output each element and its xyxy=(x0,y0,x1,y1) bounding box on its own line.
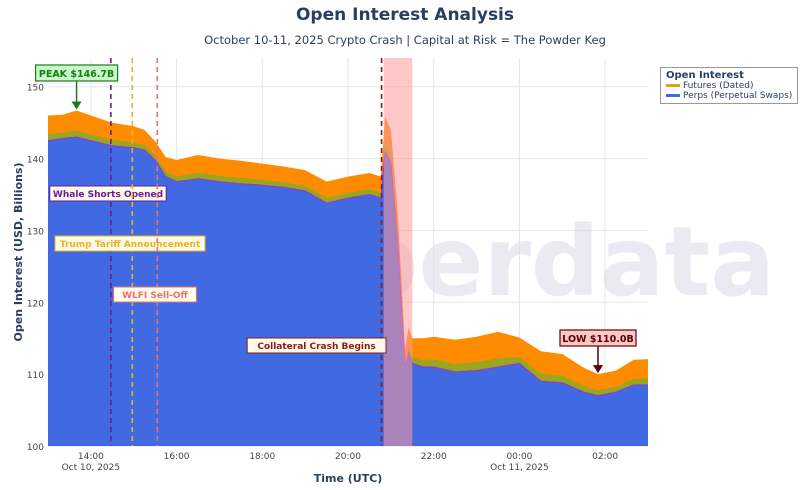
x-tick-label: 20:00 xyxy=(335,452,361,462)
perps-area xyxy=(48,137,648,446)
y-tick-label: 130 xyxy=(27,227,44,237)
legend-title: Open Interest xyxy=(666,70,744,81)
annotation-box xyxy=(559,329,637,347)
legend-label: Perps (Perpetual Swaps) xyxy=(683,91,793,101)
low-annotation: LOW $110.0B xyxy=(562,334,633,345)
y-axis-title: Open Interest (USD, Billions) xyxy=(12,163,25,342)
x-tick-sublabel: Oct 11, 2025 xyxy=(490,463,549,473)
legend-swatch xyxy=(666,94,680,97)
annotation-arrowhead-icon xyxy=(71,101,82,110)
x-tick-label: 16:00 xyxy=(164,452,190,462)
perps-line xyxy=(47,136,648,397)
legend-swatch xyxy=(666,84,680,87)
event-label-box xyxy=(49,185,167,202)
y-tick-label: 120 xyxy=(27,299,44,309)
event-label: WLFI Sell-Off xyxy=(122,291,188,301)
y-tick-label: 100 xyxy=(27,443,44,453)
legend-label: Futures (Dated) xyxy=(683,81,754,91)
event-label-box xyxy=(246,337,387,354)
legend-item-perps[interactable]: Perps (Perpetual Swaps) xyxy=(666,91,792,101)
event-label-box xyxy=(54,235,206,252)
x-tick-label: 14:00 xyxy=(78,452,104,462)
event-label-box xyxy=(113,286,197,303)
event-label: Trump Tariff Announcement xyxy=(60,240,201,250)
peak-annotation: PEAK $146.7B xyxy=(39,69,114,80)
event-label: Collateral Crash Begins xyxy=(257,342,375,352)
x-tick-label: 22:00 xyxy=(421,452,447,462)
chart-subtitle: October 10-11, 2025 Crypto Crash | Capit… xyxy=(204,33,606,47)
x-tick-label: 02:00 xyxy=(592,452,618,462)
y-tick-label: 110 xyxy=(27,371,44,381)
x-tick-label: 00:00 xyxy=(506,452,532,462)
legend-item-futures[interactable]: Futures (Dated) xyxy=(666,81,792,91)
x-tick-sublabel: Oct 10, 2025 xyxy=(62,463,121,473)
crash-shaded-region xyxy=(383,58,413,446)
event-label: Whale Shorts Opened xyxy=(53,190,163,200)
legend[interactable]: Open Interest Futures (Dated) Perps (Per… xyxy=(660,67,799,104)
y-tick-label: 140 xyxy=(27,156,44,166)
x-tick-label: 18:00 xyxy=(249,452,275,462)
x-axis-title: Time (UTC) xyxy=(314,472,383,485)
annotation-arrowhead-icon xyxy=(593,365,603,374)
chart-title: Open Interest Analysis xyxy=(295,5,515,25)
y-tick-label: 150 xyxy=(27,84,44,94)
annotation-box xyxy=(34,64,119,82)
